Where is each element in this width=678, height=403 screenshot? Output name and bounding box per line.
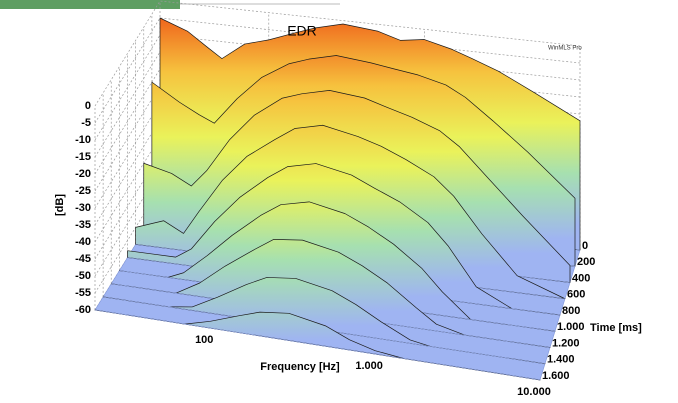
z-tick-label: -55	[75, 287, 91, 299]
y-tick-label: 1.200	[552, 337, 580, 349]
x-tick-label: 1.000	[355, 360, 383, 372]
z-tick-label: -5	[81, 117, 91, 129]
y-tick-label: 600	[567, 289, 585, 301]
z-tick-label: -50	[75, 270, 91, 282]
z-tick-label: -10	[75, 134, 91, 146]
y-tick-label: 400	[572, 272, 590, 284]
z-tick-label: -25	[75, 185, 91, 197]
z-tick-label: 0	[85, 100, 91, 112]
y-tick-label: 1.600	[542, 370, 570, 382]
z-tick-label: -45	[75, 253, 91, 265]
z-axis-label: [dB]	[54, 194, 66, 216]
x-tick-label: 100	[195, 334, 213, 346]
y-tick-label: 200	[577, 256, 595, 268]
y-tick-label: 0	[582, 240, 588, 252]
z-tick-label: -20	[75, 168, 91, 180]
slice-base	[94, 309, 541, 381]
z-tick-label: -60	[75, 304, 91, 316]
grid-line	[94, 0, 581, 107]
surface	[94, 17, 581, 381]
x-axis-label: Frequency [Hz]	[260, 361, 340, 373]
z-tick-label: -40	[75, 236, 91, 248]
chart-title: EDR	[287, 23, 317, 39]
y-axis-label: Time [ms]	[590, 322, 642, 334]
watermark: WinMLS Pro	[548, 46, 582, 52]
labels: EDR WinMLS Pro Frequency [Hz] Time [ms] …	[54, 23, 642, 398]
x-tick-label: 10.000	[517, 386, 551, 398]
z-tick-label: -35	[75, 219, 91, 231]
y-tick-label: 1.000	[557, 321, 585, 333]
z-tick-label: -30	[75, 202, 91, 214]
header-bar	[0, 0, 180, 9]
y-tick-label: 1.400	[547, 354, 575, 366]
y-tick-label: 800	[562, 305, 580, 317]
z-tick-label: -15	[75, 151, 91, 163]
